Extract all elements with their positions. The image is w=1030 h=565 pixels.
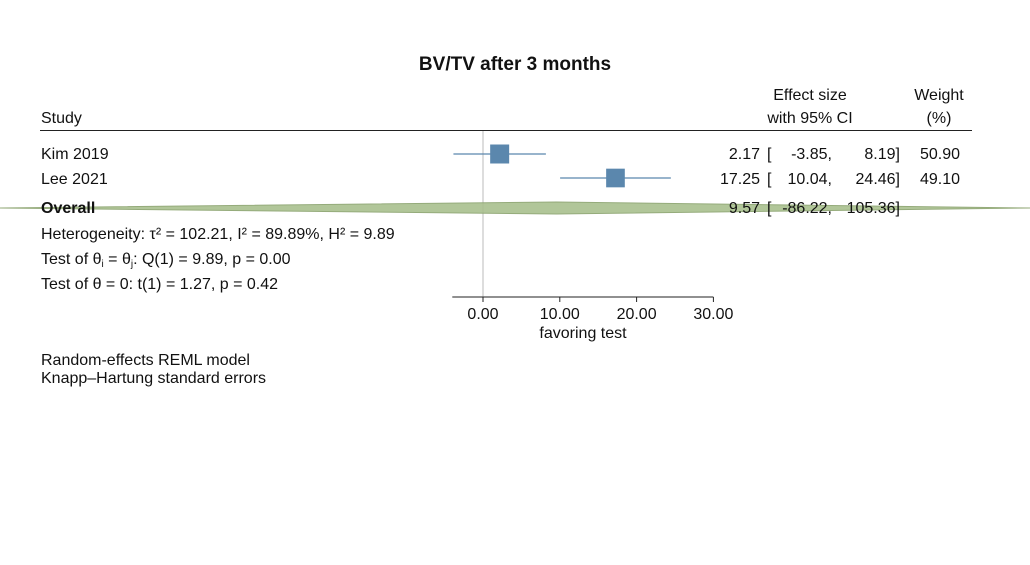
x-tick-label-1: 10.00 [540,306,580,323]
study-es-lee: 17.25 [719,171,760,188]
test-theta-mid: = θ [103,251,131,268]
note-errors: Knapp–Hartung standard errors [41,370,267,387]
overall-name: Overall [41,200,96,217]
study-weight-kim: 50.90 [919,146,960,163]
study-marker-1 [606,168,625,188]
overall-bracket: [ [767,200,772,217]
study-hi-kim: 8.19] [864,146,900,163]
x-tick-label-3: 30.00 [693,306,733,323]
overall-es: 9.57 [728,200,760,217]
weight-header-line1: Weight [914,87,964,104]
chart-title: BV/TV after 3 months [418,54,612,75]
x-tick-label-2: 20.00 [617,306,657,323]
test-theta-zero-text: Test of θ = 0: t(1) = 1.27, p = 0.42 [41,276,279,293]
overall-diamond [0,201,1030,215]
study-name-lee: Lee 2021 [41,171,108,188]
effect-size-header-line2: with 95% CI [767,110,853,127]
study-bracket-lee: [ [767,171,772,188]
effect-size-header-line1: Effect size [773,87,847,104]
test-theta-sub-j: j [130,259,134,270]
x-axis-label: favoring test [539,325,627,342]
study-weight-lee: 49.10 [919,171,960,188]
overall-lo: -86.22, [782,200,832,217]
study-lo-kim: -3.85, [791,146,832,163]
study-bracket-kim: [ [767,146,772,163]
test-theta-prefix: Test of θ [41,251,102,268]
note-model: Random-effects REML model [41,352,250,369]
test-theta-sub-i: i [101,259,104,270]
heterogeneity-text: Heterogeneity: τ² = 102.21, I² = 89.89%,… [41,226,395,243]
study-hi-lee: 24.46] [855,171,900,188]
test-theta-equal-text: Test of θi = θj: Q(1) = 9.89, p = 0.00 [41,251,291,270]
study-es-kim: 2.17 [728,146,760,163]
study-column-header: Study [41,110,82,127]
overall-hi: 105.36] [846,200,900,217]
x-tick-label-0: 0.00 [467,306,498,323]
study-name-kim: Kim 2019 [41,146,109,163]
test-theta-suffix: : Q(1) = 9.89, p = 0.00 [133,251,291,268]
header-rule [40,130,972,131]
study-lo-lee: 10.04, [787,171,832,188]
weight-header-line2: (%) [926,110,952,127]
study-marker-0 [490,144,510,164]
